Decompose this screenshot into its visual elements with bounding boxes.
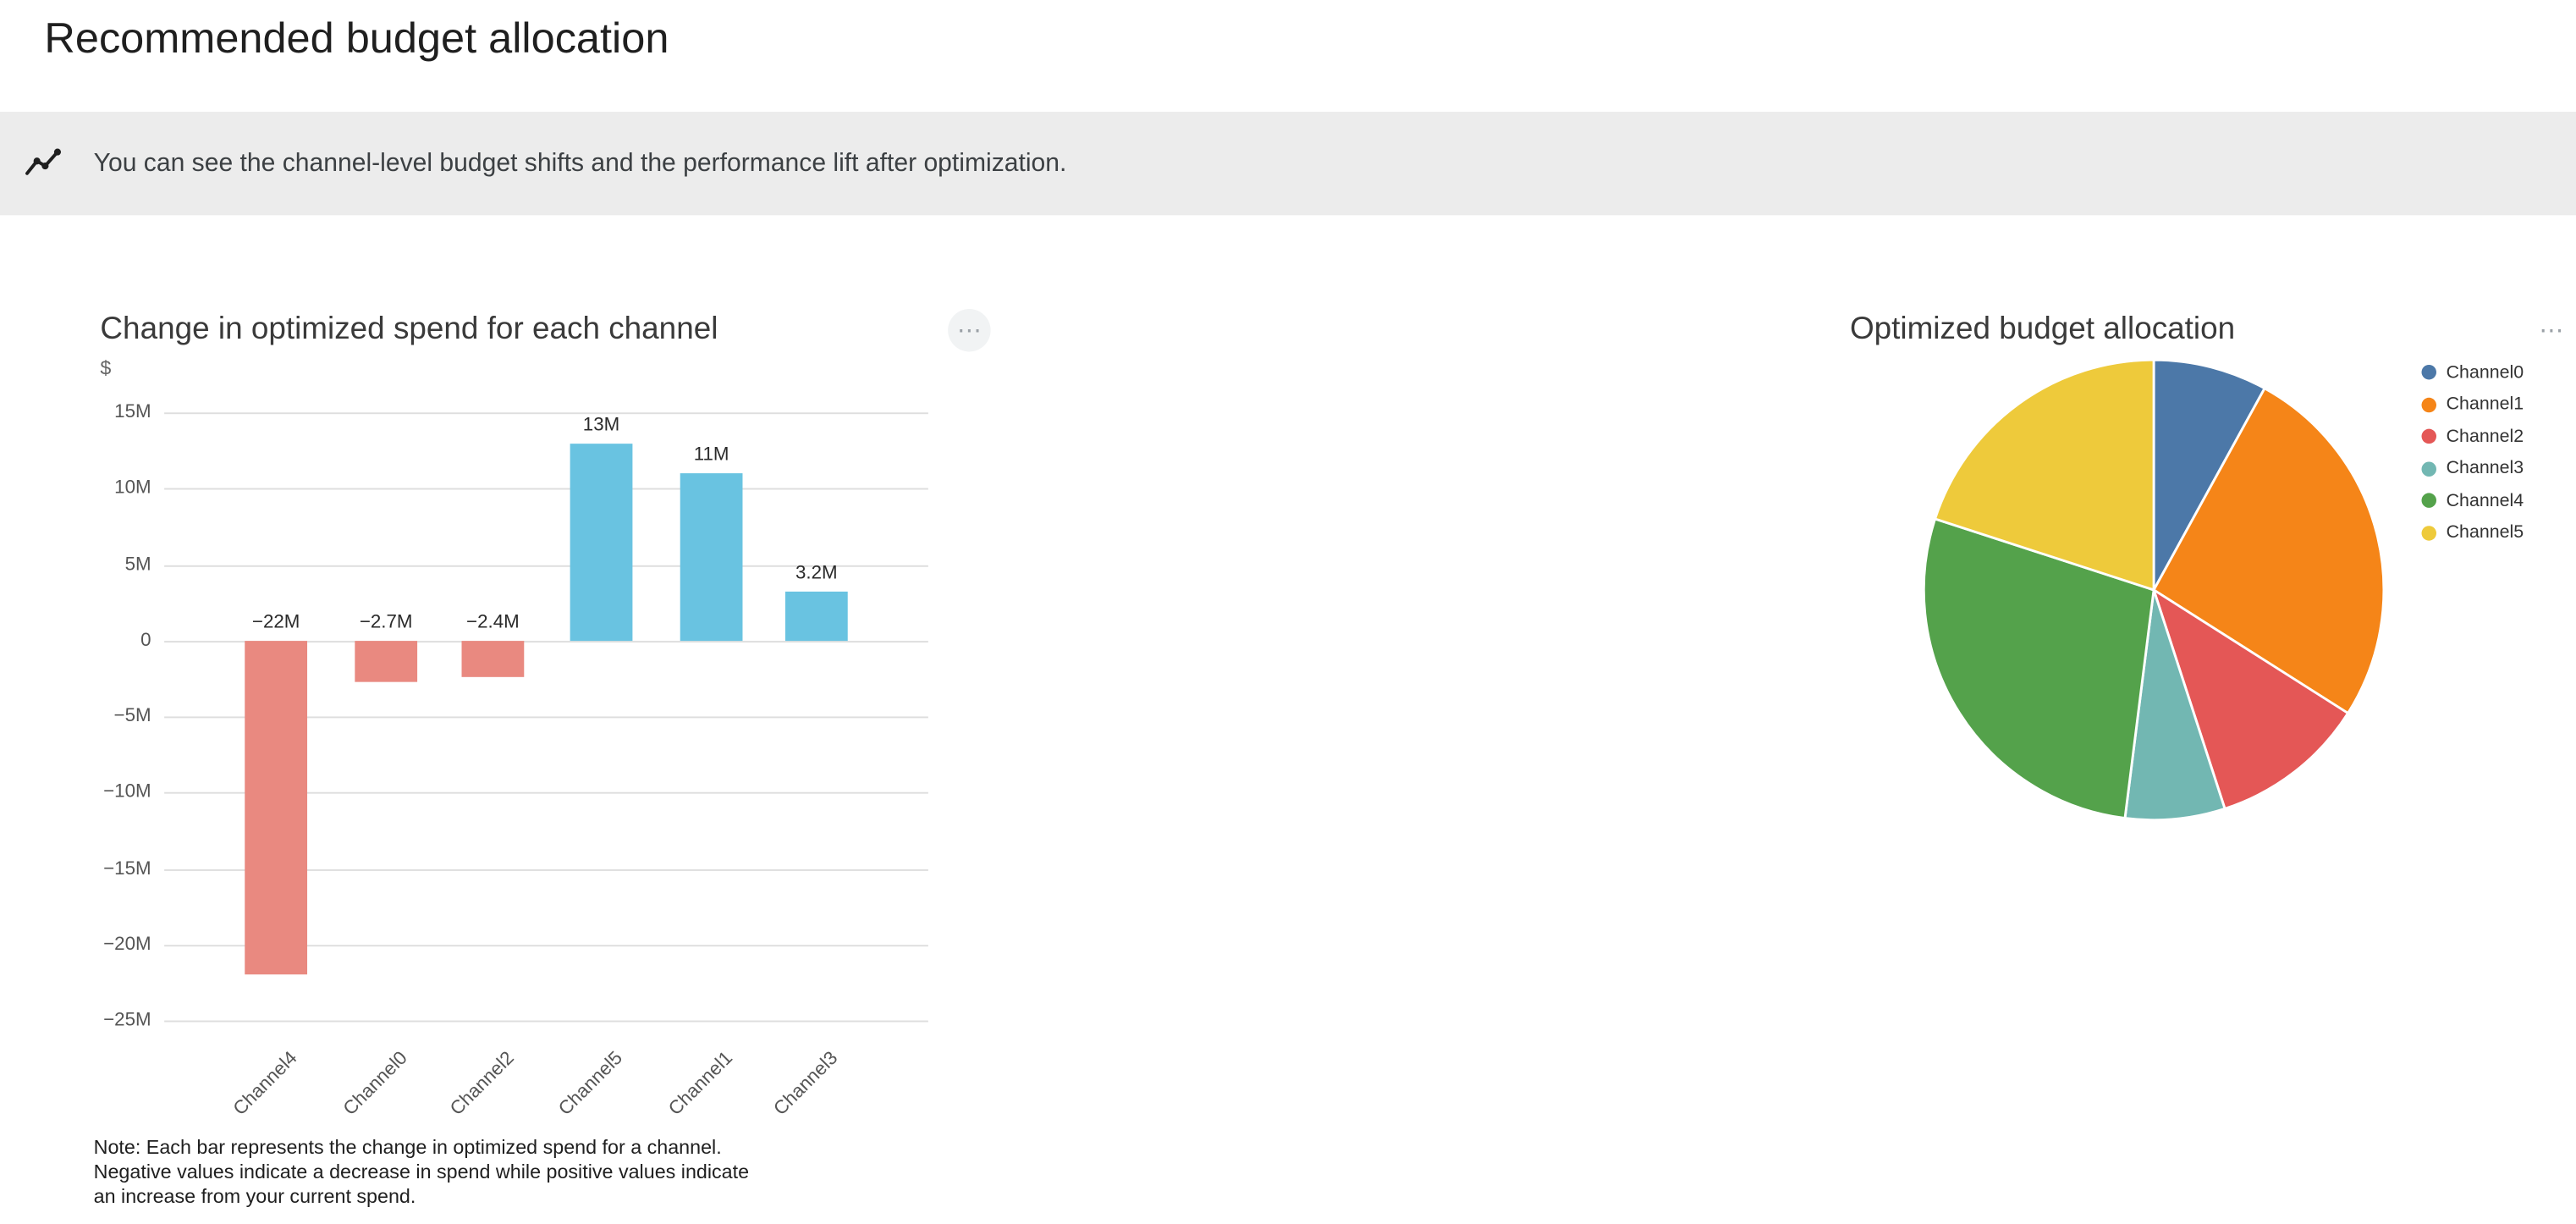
bar-chart-title: Change in optimized spend for each chann… [100, 312, 718, 347]
legend-swatch [2421, 461, 2436, 477]
bar-Channel2 [461, 640, 525, 677]
legend-label: Channel3 [2446, 459, 2524, 479]
legend-label: Channel1 [2446, 394, 2524, 415]
legend-item-Channel1: Channel1 [2421, 389, 2524, 421]
gridline [164, 944, 928, 946]
ellipsis-icon: ⋯ [2539, 316, 2564, 345]
legend-label: Channel2 [2446, 427, 2524, 447]
pie-slice-Channel2 [2152, 588, 2350, 810]
bar-value-label: 11M [693, 445, 729, 466]
y-axis-tick-label: 10M [114, 478, 151, 499]
gridline [164, 1020, 928, 1023]
legend-label: Channel4 [2446, 490, 2524, 511]
bar-value-label: 13M [582, 415, 620, 435]
bar-Channel5 [570, 443, 633, 641]
y-axis-tick-label: 15M [114, 402, 151, 422]
bar-chart-actions-button[interactable]: ⋯ [948, 308, 991, 352]
bar-chart-y-axis-unit: $ [100, 356, 112, 380]
pie-slice-Channel0 [2152, 358, 2266, 592]
bar-value-label: −2.4M [466, 612, 520, 632]
bar-chart-plot: 15M 10M 5M 0 −5M −10M −15M −20M −25M −22M Channel4… [103, 394, 928, 1120]
info-banner: You can see the channel-level budget shi… [0, 112, 2576, 216]
legend-item-Channel3: Channel3 [2421, 453, 2524, 485]
bar-chart-note: Note: Each bar represents the change in … [93, 1135, 750, 1208]
page-title: Recommended budget allocation [44, 13, 669, 63]
bar-Channel0 [355, 640, 418, 682]
legend-label: Channel5 [2446, 522, 2524, 543]
pie-chart-legend: Channel0 Channel1 Channel2 Channel3 Channel4… [2421, 356, 2524, 549]
y-axis-tick-label: −25M [103, 1010, 151, 1031]
legend-swatch [2421, 493, 2436, 509]
insights-icon [23, 144, 63, 184]
y-axis-tick-label: −20M [103, 935, 151, 955]
pie-slice-Channel5 [1934, 358, 2155, 592]
info-banner-text: You can see the channel-level budget shi… [93, 148, 1067, 177]
bar-Channel1 [680, 473, 743, 641]
y-axis-tick-label: −10M [103, 782, 151, 802]
gridline [164, 564, 928, 566]
gridline [164, 640, 928, 642]
pie-slice-Channel3 [2123, 588, 2226, 822]
legend-item-Channel4: Channel4 [2421, 485, 2524, 517]
legend-item-Channel2: Channel2 [2421, 421, 2524, 453]
pie-slice-Channel1 [2152, 387, 2386, 715]
legend-swatch [2421, 525, 2436, 541]
gridline [164, 868, 928, 870]
bar-Channel3 [784, 592, 848, 641]
legend-item-Channel0: Channel0 [2421, 356, 2524, 389]
legend-label: Channel0 [2446, 362, 2524, 383]
bar-value-label: −22M [251, 612, 300, 632]
legend-swatch [2421, 397, 2436, 412]
bar-Channel4 [245, 640, 308, 975]
legend-item-Channel5: Channel5 [2421, 517, 2524, 549]
pie-chart-actions-button[interactable]: ⋯ [2530, 309, 2573, 351]
gridline [164, 488, 928, 491]
y-axis-tick-label: −5M [113, 706, 151, 727]
ellipsis-icon: ⋯ [956, 316, 982, 345]
legend-swatch [2421, 365, 2436, 380]
pie-chart [1922, 358, 2386, 822]
gridline [164, 412, 928, 415]
pie-slice-Channel4 [1922, 517, 2155, 820]
gridline [164, 792, 928, 795]
bar-value-label: −2.7M [359, 612, 413, 632]
y-axis-tick-label: 0 [140, 630, 151, 651]
y-axis-tick-label: −15M [103, 858, 151, 879]
legend-swatch [2421, 429, 2436, 444]
gridline [164, 716, 928, 719]
y-axis-tick-label: 5M [124, 554, 151, 575]
pie-chart-title: Optimized budget allocation [1849, 312, 2236, 347]
bar-value-label: 3.2M [795, 564, 838, 584]
